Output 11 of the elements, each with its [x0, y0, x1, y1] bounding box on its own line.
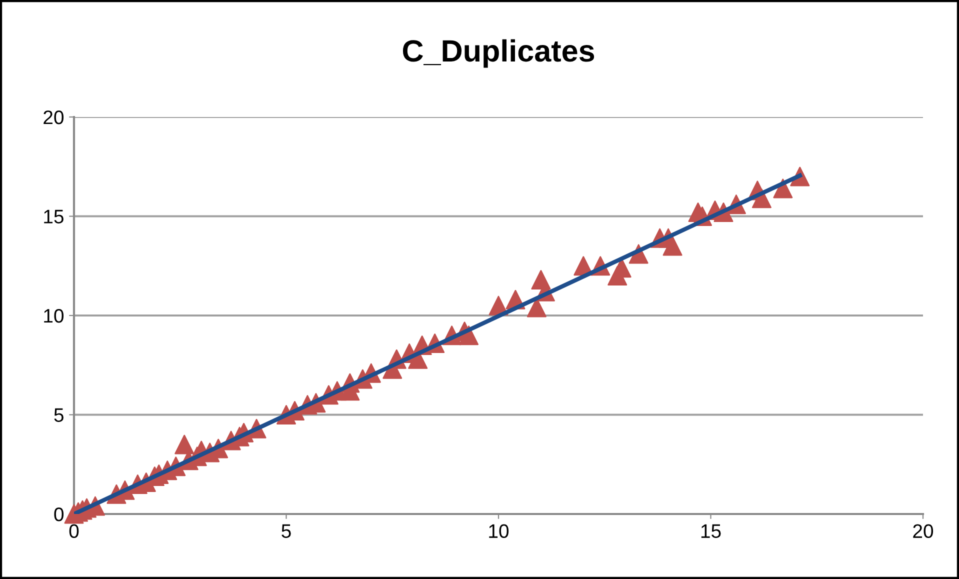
x-tick-label: 0	[69, 524, 79, 538]
x-tick-label: 15	[701, 524, 721, 538]
chart-title: C_Duplicates	[402, 39, 594, 68]
x-tick-label: 20	[913, 524, 934, 538]
x-tick-label: 5	[282, 524, 291, 538]
x-tick-label: 10	[489, 524, 509, 538]
y-tick-label: 20	[44, 110, 64, 124]
y-tick-label: 10	[44, 308, 64, 323]
y-tick-label: 15	[44, 210, 64, 224]
y-tick-label: 0	[54, 507, 64, 522]
y-tick-label: 5	[54, 408, 64, 422]
